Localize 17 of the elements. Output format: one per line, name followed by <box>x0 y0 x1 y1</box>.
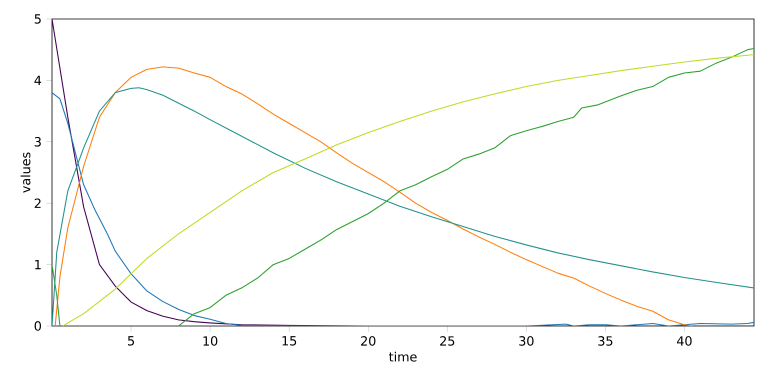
x-tick-label: 25 <box>440 336 454 346</box>
x-axis-title: time <box>389 352 417 362</box>
x-tick-label: 20 <box>361 336 376 346</box>
y-tick-label: 4 <box>34 76 42 86</box>
x-tick-label: 40 <box>677 336 692 346</box>
y-tick-label: 3 <box>34 136 41 147</box>
x-tick-label: 10 <box>203 336 218 346</box>
y-tick-label: 2 <box>34 198 41 208</box>
y-tick-label: 1 <box>35 260 41 270</box>
y-tick-label: 0 <box>34 321 41 331</box>
y-tick-label: 5 <box>34 14 41 24</box>
x-tick-label: 5 <box>128 336 134 346</box>
y-axis-title: values <box>20 152 30 193</box>
line-series <box>178 48 754 326</box>
x-tick-label: 30 <box>519 336 534 346</box>
x-tick-label: 35 <box>598 336 612 346</box>
x-tick-label: 15 <box>282 336 296 346</box>
